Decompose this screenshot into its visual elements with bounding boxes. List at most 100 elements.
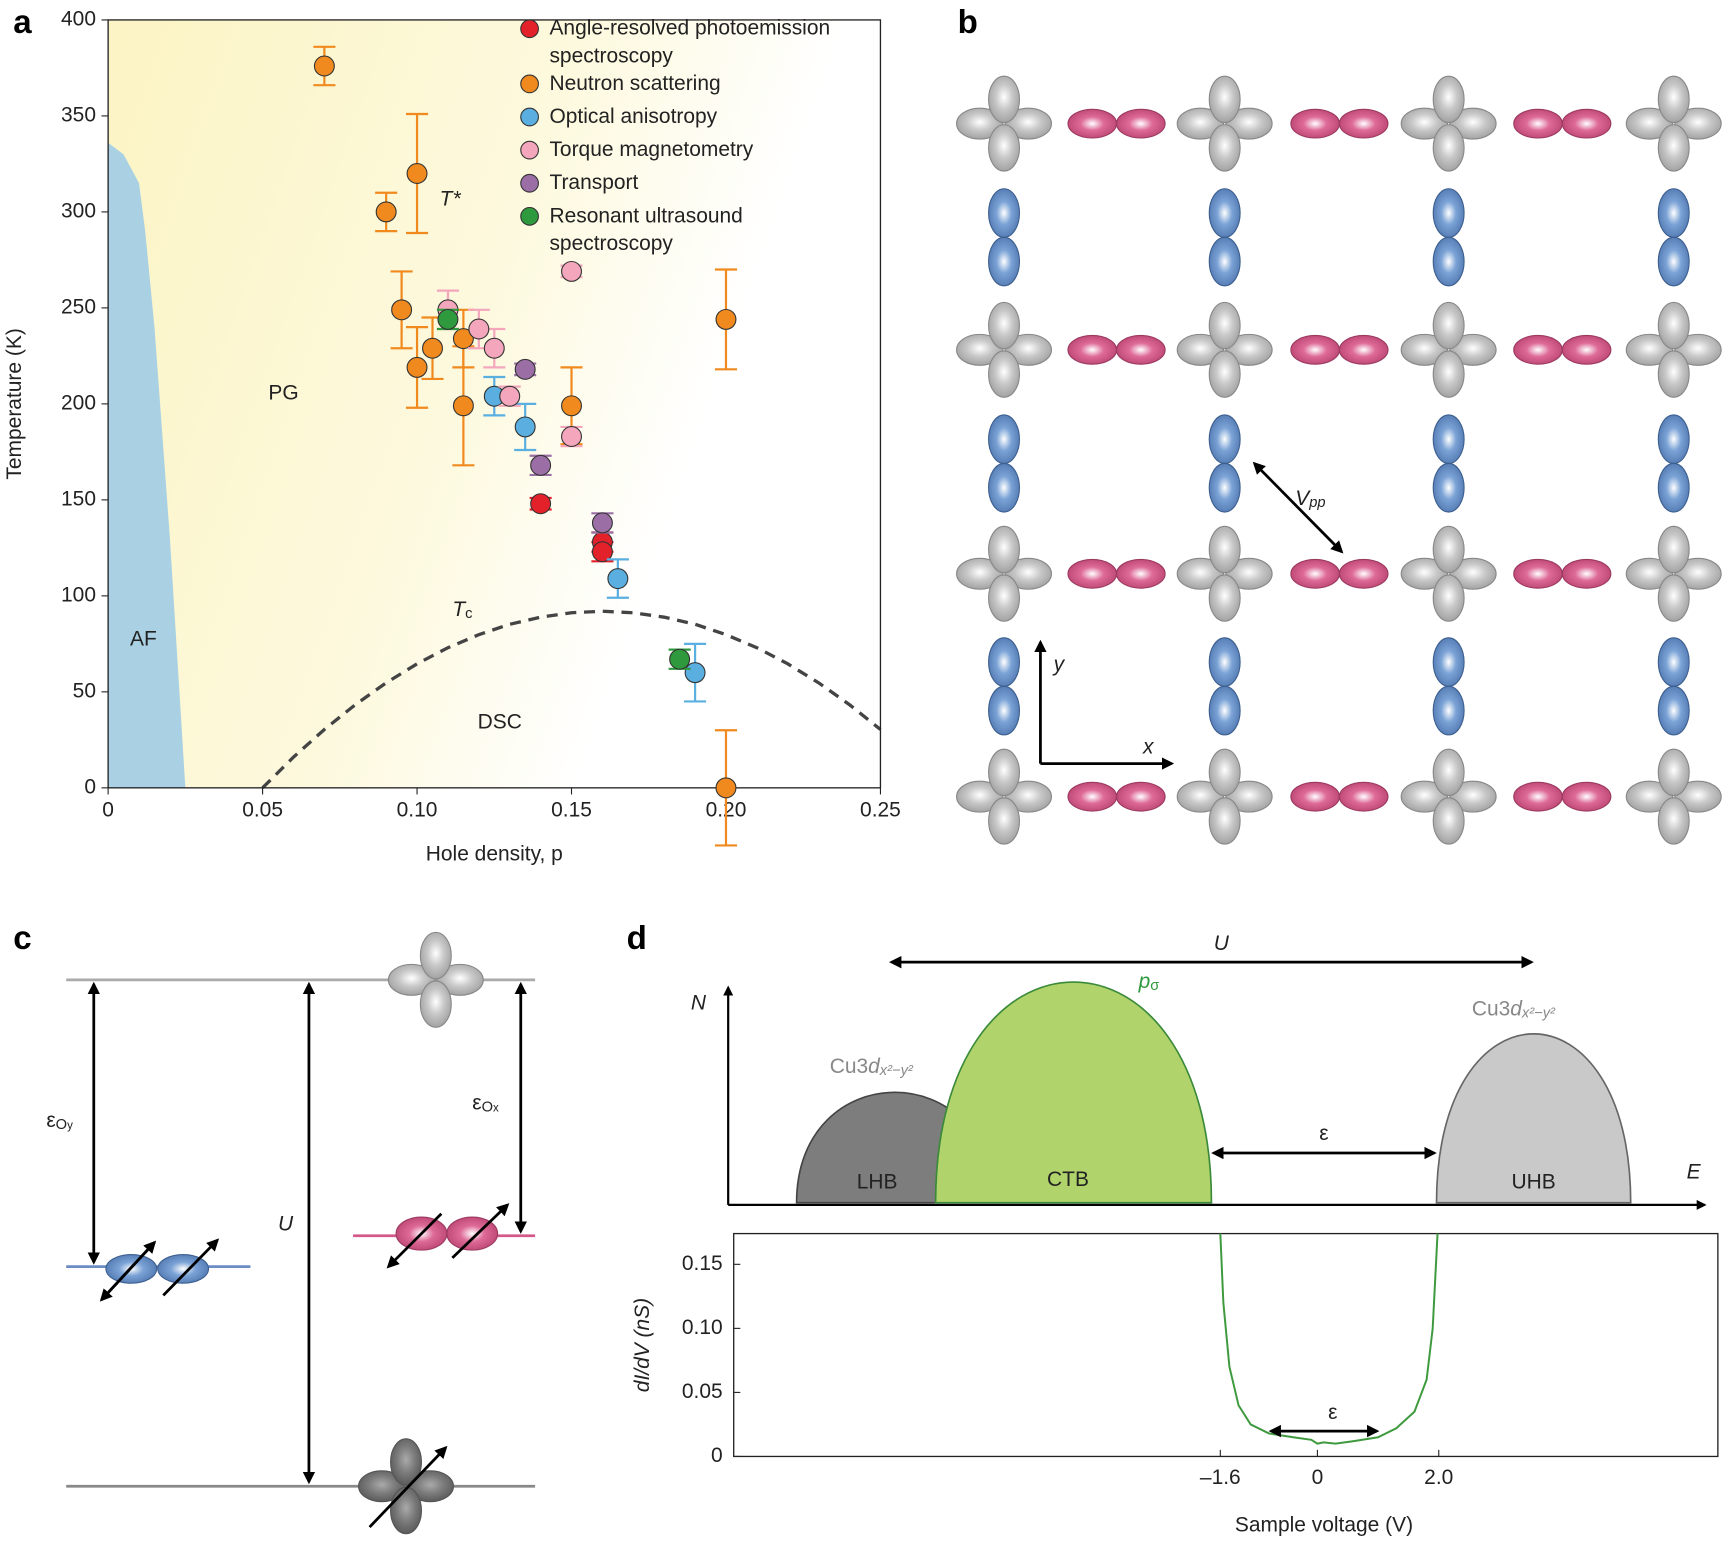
cu-orbital <box>1400 301 1497 398</box>
ox-orbital <box>1067 781 1166 812</box>
data-point <box>715 777 737 799</box>
p-sigma-label-part: σ <box>1150 978 1159 994</box>
vpp-arrow <box>1252 461 1344 554</box>
y-tick-label: 250 <box>61 295 96 318</box>
cu-orbital <box>1625 75 1722 172</box>
data-point <box>530 493 552 515</box>
x-tick-label: 0.05 <box>242 799 283 822</box>
epsilon-label-part: O <box>56 1117 67 1133</box>
x-axis-label: Hole density, p <box>426 843 563 866</box>
x-tick-label: 0 <box>1312 1466 1324 1489</box>
epsilon-label-part: y <box>67 1120 73 1132</box>
cu-orbital <box>1400 748 1497 845</box>
didv-line <box>1219 1233 1439 1445</box>
cu-orbital <box>1176 525 1273 622</box>
oy-orbital <box>1657 188 1690 287</box>
data-point <box>591 541 613 563</box>
figure-content: a b c d AF Tc T* PG DSC 0 50 100 150 200 250 300 350 400 0… <box>3 4 1722 1536</box>
tc-label: Tc <box>452 598 472 623</box>
data-point <box>514 416 536 438</box>
y-tick-label: 0.05 <box>682 1380 723 1403</box>
tc-label-part: c <box>465 607 472 623</box>
tc-label-part: T <box>452 598 467 621</box>
data-point <box>452 328 474 350</box>
annotation: DSC <box>478 710 522 733</box>
x-tick-label: 0 <box>102 799 114 822</box>
ox-orbital <box>1290 558 1389 589</box>
band-label: CTB <box>1047 1168 1089 1191</box>
tc-dome <box>261 609 882 790</box>
cu3d-label: Cu3dx²−y² <box>830 1055 914 1080</box>
cu-orbital <box>1176 301 1273 398</box>
legend-label: Neutron scattering <box>549 71 720 94</box>
data-point <box>406 163 428 184</box>
p-sigma-label: pσ <box>1138 970 1160 995</box>
band-label: LHB <box>857 1170 898 1193</box>
y-axis-label: dI/dV (nS) <box>631 1298 654 1392</box>
epsilon-label-part: ε <box>472 1091 481 1114</box>
cu3d-label-part: Cu3 <box>830 1055 868 1078</box>
cu-orbital <box>1400 525 1497 622</box>
oy-orbital <box>988 188 1021 287</box>
region-label: AF <box>130 628 157 651</box>
ox-orbital <box>1513 108 1612 139</box>
y-tick-label: 300 <box>61 199 96 222</box>
axis-name: x <box>1142 736 1155 759</box>
gap-label: ε <box>1328 1401 1337 1424</box>
data-point <box>561 260 582 282</box>
gap-label: ε <box>1319 1122 1328 1145</box>
spin-arrow <box>162 1238 220 1297</box>
spin-arrow <box>386 1212 443 1269</box>
oy-orbital <box>1657 414 1690 513</box>
data-point <box>422 337 443 359</box>
cu-orbital <box>956 525 1053 622</box>
y-tick-label: 100 <box>61 583 96 606</box>
data-point <box>452 395 474 417</box>
epsilon-label: εOy <box>46 1109 73 1134</box>
spin-arrow <box>368 1445 448 1529</box>
cu3d-label-part: d <box>868 1055 881 1078</box>
legend-marker <box>520 173 539 193</box>
coupling-label-part: pp <box>1308 495 1325 511</box>
ox-orbital <box>1513 781 1612 812</box>
annotation: PG <box>268 381 298 404</box>
af-region <box>108 142 186 788</box>
y-tick-label: 150 <box>61 487 96 510</box>
epsilon-label-part: x <box>493 1103 499 1115</box>
y-tick-label: 0.15 <box>682 1252 723 1275</box>
oy-orbital <box>988 414 1021 513</box>
legend-marker <box>520 74 539 94</box>
oy-orbital <box>1432 414 1465 513</box>
data-point <box>406 356 428 378</box>
y-tick-label: 0 <box>84 775 96 798</box>
y-tick-label: 400 <box>61 7 96 30</box>
epsilon-label-part: ε <box>46 1109 55 1132</box>
cu-orbital <box>956 75 1053 172</box>
data-point <box>499 385 521 407</box>
oy-orbital <box>1208 414 1241 513</box>
x-tick-label: –1.6 <box>1200 1466 1241 1489</box>
spin-arrow <box>451 1203 510 1259</box>
y-tick-label: 0.10 <box>682 1316 723 1339</box>
panel-label: d <box>627 920 647 957</box>
band-label: UHB <box>1511 1170 1555 1193</box>
legend-label: Resonant ultrasound spectroscopy <box>549 204 748 255</box>
oy-orbital <box>1432 188 1465 287</box>
data-point <box>313 55 335 77</box>
axis-name: E <box>1687 1160 1702 1183</box>
legend-label: Angle-resolved photoemission spectroscop… <box>549 16 836 67</box>
ox-orbital <box>1513 558 1612 589</box>
y-axis-label: Temperature (K) <box>3 328 26 479</box>
cu-orbital <box>956 748 1053 845</box>
cu-orbital <box>1400 75 1497 172</box>
oy-orbital <box>1657 637 1690 736</box>
data-point <box>468 318 490 340</box>
axis-name: N <box>691 992 707 1015</box>
cu-orbital <box>1625 301 1722 398</box>
oy-orbital <box>1208 637 1241 736</box>
panel-label: a <box>13 4 32 41</box>
cu-orbital <box>1625 748 1722 845</box>
x-tick-label: 0.10 <box>397 799 438 822</box>
plot-frame <box>733 1232 1719 1458</box>
